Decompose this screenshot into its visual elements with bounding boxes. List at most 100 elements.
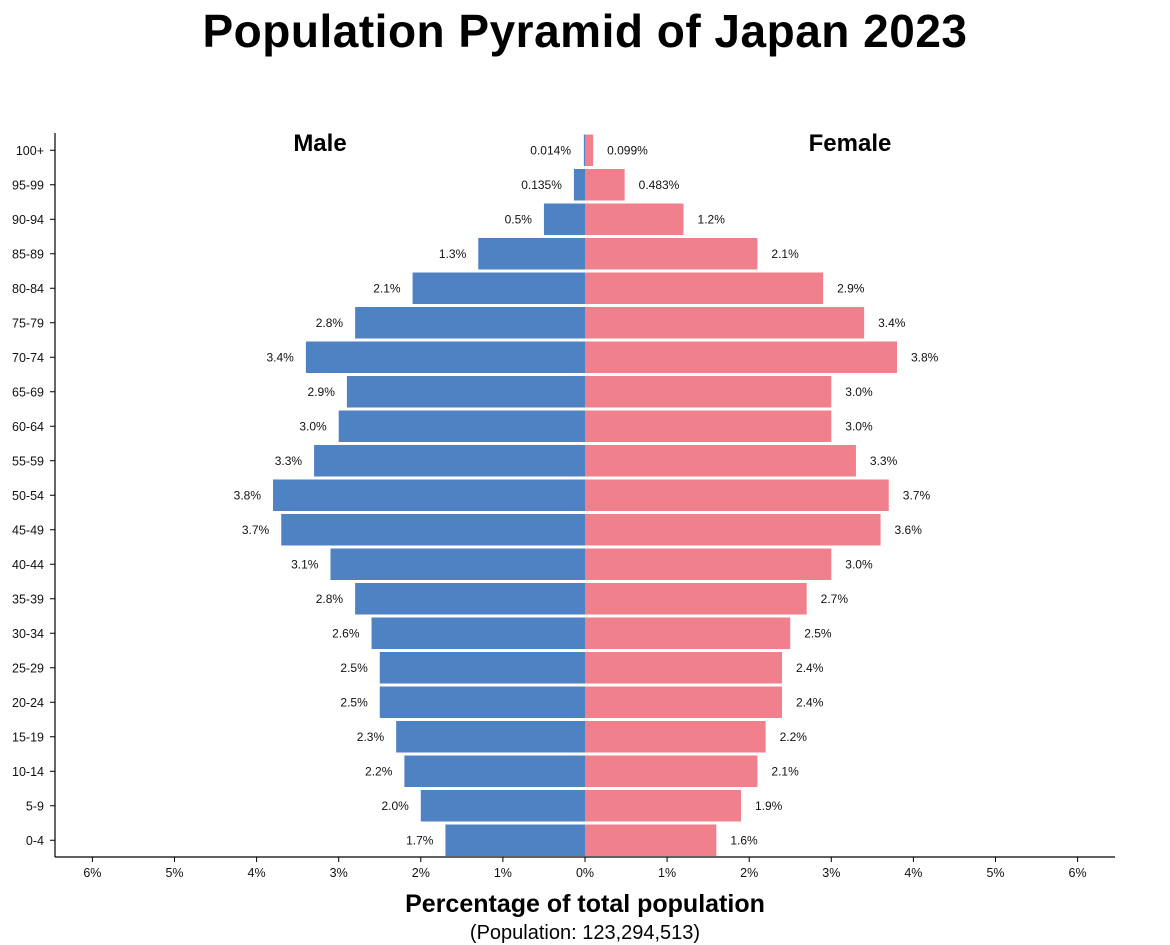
bar-female-70-74 — [585, 341, 897, 373]
label-male-85-89: 1.3% — [439, 247, 467, 261]
y-tick-label-95-99: 95-99 — [12, 178, 44, 192]
label-male-75-79: 2.8% — [316, 316, 344, 330]
label-female-50-54: 3.7% — [903, 488, 931, 502]
label-female-5-9: 1.9% — [755, 799, 783, 813]
label-female-75-79: 3.4% — [878, 316, 906, 330]
label-male-60-64: 3.0% — [299, 419, 327, 433]
x-tick-label: 2% — [412, 866, 430, 880]
label-male-15-19: 2.3% — [357, 730, 385, 744]
x-axis-label: Percentage of total population — [405, 890, 765, 918]
bar-female-100+ — [585, 134, 594, 166]
male-bars — [273, 134, 585, 856]
y-tick-label-35-39: 35-39 — [12, 592, 44, 606]
label-female-95-99: 0.483% — [639, 178, 680, 192]
bar-female-95-99 — [585, 169, 625, 201]
x-tick-label: 0% — [576, 866, 594, 880]
label-male-20-24: 2.5% — [340, 695, 368, 709]
bar-female-40-44 — [585, 548, 832, 580]
y-tick-label-55-59: 55-59 — [12, 454, 44, 468]
bar-male-75-79 — [355, 307, 585, 339]
label-female-80-84: 2.9% — [837, 281, 865, 295]
chart-title: Population Pyramid of Japan 2023 — [202, 5, 968, 57]
label-male-100+: 0.014% — [530, 143, 571, 157]
label-male-80-84: 2.1% — [373, 281, 401, 295]
label-male-50-54: 3.8% — [234, 488, 262, 502]
y-tick-label-30-34: 30-34 — [12, 627, 44, 641]
bar-male-70-74 — [305, 341, 585, 373]
x-tick-label: 3% — [330, 866, 348, 880]
x-tick-label: 2% — [740, 866, 758, 880]
bar-male-15-19 — [396, 721, 585, 753]
label-female-60-64: 3.0% — [845, 419, 873, 433]
female-side-label: Female — [809, 130, 892, 157]
bar-female-55-59 — [585, 445, 856, 477]
bar-female-80-84 — [585, 272, 824, 304]
label-male-30-34: 2.6% — [332, 626, 360, 640]
bar-female-85-89 — [585, 238, 758, 270]
y-tick-label-20-24: 20-24 — [12, 696, 44, 710]
female-bars — [585, 134, 897, 856]
label-male-40-44: 3.1% — [291, 557, 319, 571]
x-tick-label: 6% — [83, 866, 101, 880]
bar-female-60-64 — [585, 410, 832, 442]
bar-male-20-24 — [379, 686, 585, 718]
bar-male-50-54 — [273, 479, 585, 511]
y-tick-label-45-49: 45-49 — [12, 523, 44, 537]
bar-female-75-79 — [585, 307, 865, 339]
label-female-40-44: 3.0% — [845, 557, 873, 571]
y-tick-label-5-9: 5-9 — [26, 799, 44, 813]
y-tick-label-75-79: 75-79 — [12, 316, 44, 330]
label-female-65-69: 3.0% — [845, 385, 873, 399]
label-male-90-94: 0.5% — [505, 212, 533, 226]
label-female-85-89: 2.1% — [771, 247, 799, 261]
bar-male-40-44 — [330, 548, 585, 580]
x-tick-label: 5% — [986, 866, 1004, 880]
bar-female-50-54 — [585, 479, 889, 511]
bar-female-5-9 — [585, 790, 741, 822]
bar-female-30-34 — [585, 617, 791, 649]
label-female-15-19: 2.2% — [780, 730, 808, 744]
bar-male-90-94 — [543, 203, 585, 235]
bar-male-60-64 — [338, 410, 585, 442]
y-tick-label-25-29: 25-29 — [12, 661, 44, 675]
x-tick-label: 1% — [658, 866, 676, 880]
bar-male-55-59 — [314, 445, 585, 477]
y-tick-label-80-84: 80-84 — [12, 282, 44, 296]
label-male-5-9: 2.0% — [381, 799, 409, 813]
bar-male-10-14 — [404, 755, 585, 787]
bar-female-90-94 — [585, 203, 684, 235]
bar-female-15-19 — [585, 721, 766, 753]
bar-male-35-39 — [355, 583, 585, 615]
y-axis-ticks: 100+ 95-99 90-94 85-89 80-84 75-79 70-74 65-69 6… — [12, 144, 55, 848]
bar-male-25-29 — [379, 652, 585, 684]
bar-female-25-29 — [585, 652, 783, 684]
label-male-55-59: 3.3% — [275, 454, 303, 468]
bar-male-100+ — [583, 134, 585, 166]
bar-female-45-49 — [585, 514, 881, 546]
y-tick-label-85-89: 85-89 — [12, 247, 44, 261]
x-tick-label: 4% — [248, 866, 266, 880]
y-tick-label-90-94: 90-94 — [12, 213, 44, 227]
y-tick-label-10-14: 10-14 — [12, 765, 44, 779]
y-tick-label-70-74: 70-74 — [12, 351, 44, 365]
x-tick-label: 1% — [494, 866, 512, 880]
label-female-45-49: 3.6% — [895, 523, 923, 537]
y-tick-label-40-44: 40-44 — [12, 558, 44, 572]
label-male-70-74: 3.4% — [267, 350, 295, 364]
label-female-70-74: 3.8% — [911, 350, 939, 364]
label-male-95-99: 0.135% — [521, 178, 562, 192]
label-female-25-29: 2.4% — [796, 661, 824, 675]
bar-male-45-49 — [281, 514, 585, 546]
x-tick-label: 6% — [1069, 866, 1087, 880]
bar-male-0-4 — [445, 824, 585, 856]
label-male-25-29: 2.5% — [340, 661, 368, 675]
y-tick-label-50-54: 50-54 — [12, 489, 44, 503]
bar-male-65-69 — [346, 376, 585, 408]
bar-male-85-89 — [478, 238, 585, 270]
label-male-10-14: 2.2% — [365, 764, 393, 778]
y-tick-label-100+: 100+ — [16, 144, 44, 158]
label-female-90-94: 1.2% — [698, 212, 726, 226]
y-tick-label-15-19: 15-19 — [12, 730, 44, 744]
male-side-label: Male — [293, 130, 346, 157]
